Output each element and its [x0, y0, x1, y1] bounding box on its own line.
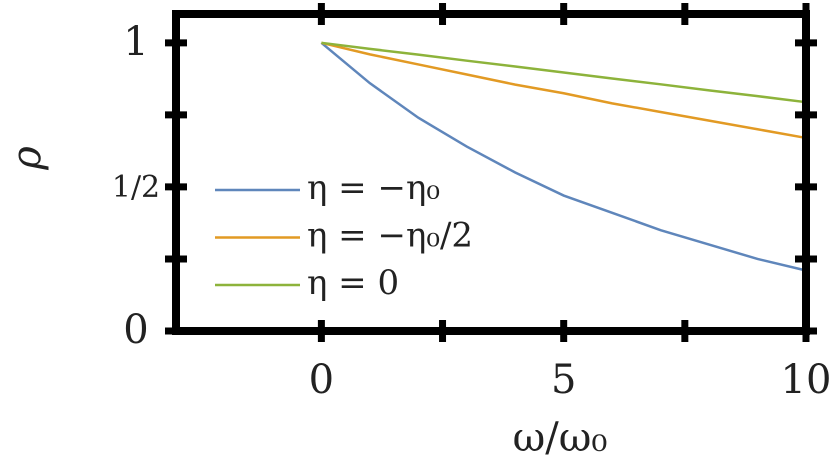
y-tick-label: 1: [123, 19, 148, 65]
y-axis-label: ρ: [4, 146, 50, 171]
x-tick-label: 5: [551, 357, 576, 403]
x-tick-label: 0: [309, 357, 334, 403]
x-tick-label: 10: [781, 357, 830, 403]
legend-label: η = 0: [307, 263, 399, 303]
legend-label: η = −η₀/2: [307, 216, 473, 256]
line: [321, 41, 807, 104]
legend-label: η = −η₀: [307, 168, 440, 208]
line: [320, 41, 807, 272]
plot-frame: [172, 10, 810, 335]
line: [321, 41, 807, 140]
y-tick-label: 0: [123, 307, 148, 353]
x-axis-label: ω/ω₀: [513, 415, 608, 461]
y-tick-label: 1/2: [112, 170, 160, 205]
